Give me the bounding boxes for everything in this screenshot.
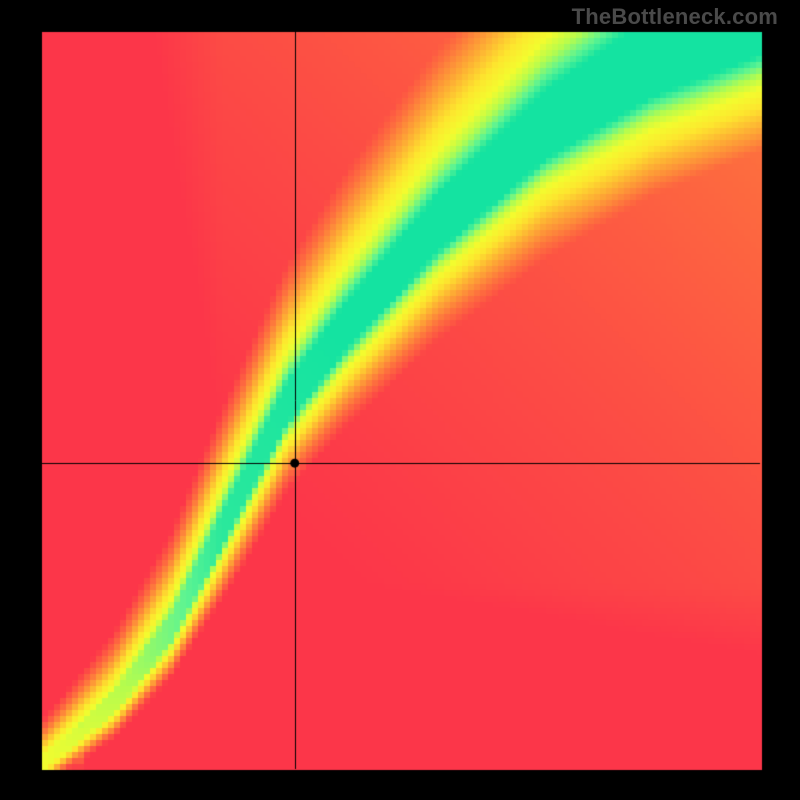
- watermark-text: TheBottleneck.com: [572, 4, 778, 30]
- chart-container: TheBottleneck.com: [0, 0, 800, 800]
- heatmap-canvas: [0, 0, 800, 800]
